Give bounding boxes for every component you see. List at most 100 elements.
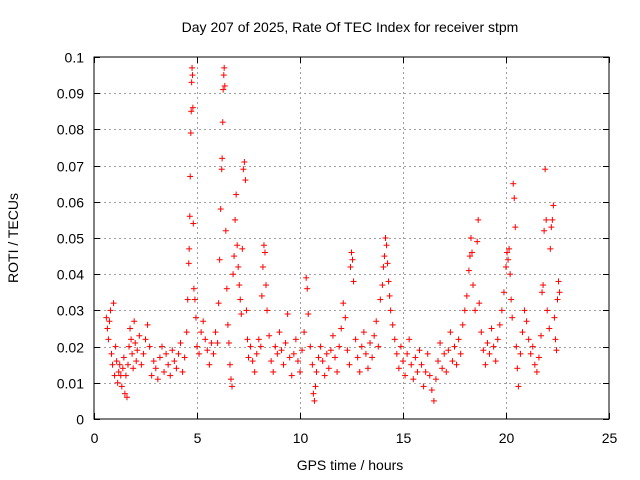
data-point xyxy=(309,361,316,368)
data-point xyxy=(553,347,560,354)
data-point xyxy=(529,343,536,350)
data-point xyxy=(503,263,509,270)
data-point xyxy=(134,347,141,354)
data-point xyxy=(551,314,558,321)
data-point xyxy=(420,383,427,390)
data-point xyxy=(244,336,251,343)
data-point xyxy=(375,343,382,350)
data-point xyxy=(327,347,334,354)
data-point xyxy=(350,278,357,285)
data-point xyxy=(541,227,548,234)
data-point xyxy=(313,368,320,375)
data-point xyxy=(167,372,174,379)
data-point xyxy=(422,368,429,375)
data-point xyxy=(506,245,513,252)
data-point xyxy=(257,343,264,350)
data-point xyxy=(292,336,299,343)
y-tick-label: 0.02 xyxy=(57,340,84,356)
data-point xyxy=(301,329,308,336)
data-point xyxy=(494,336,501,343)
data-point xyxy=(472,307,479,314)
data-point xyxy=(108,350,115,357)
data-point xyxy=(270,368,277,375)
data-point xyxy=(148,372,155,379)
data-point xyxy=(181,354,188,361)
data-point xyxy=(510,180,517,187)
data-point xyxy=(173,365,180,372)
data-point xyxy=(441,350,448,357)
data-point xyxy=(461,307,468,314)
data-point xyxy=(220,86,227,93)
data-point xyxy=(428,387,435,394)
data-point xyxy=(508,296,515,303)
y-tick-label: 0.09 xyxy=(57,86,84,102)
data-point xyxy=(114,379,121,386)
data-point xyxy=(527,350,534,357)
data-point xyxy=(484,339,491,346)
data-point xyxy=(186,213,193,220)
y-tick-label: 0.01 xyxy=(57,376,84,392)
data-point xyxy=(237,296,244,303)
data-point xyxy=(115,368,122,375)
x-tick-label: 15 xyxy=(396,430,412,446)
data-point xyxy=(156,354,163,361)
data-point xyxy=(414,368,421,375)
data-point xyxy=(496,321,503,328)
data-point xyxy=(402,372,409,379)
data-point xyxy=(513,343,520,350)
data-point xyxy=(218,166,225,173)
data-point xyxy=(263,282,270,289)
data-point xyxy=(437,339,444,346)
data-point xyxy=(323,350,330,357)
data-point xyxy=(525,336,532,343)
data-point xyxy=(482,361,489,368)
data-point xyxy=(278,347,285,354)
tick-labels: 0 5 10 15 20 25 0 0.01 0.02 0.03 0.04 0.05 0.06 0.07 0… xyxy=(57,50,618,447)
data-point xyxy=(389,321,396,328)
data-point xyxy=(163,350,170,357)
data-point xyxy=(217,206,224,213)
data-point xyxy=(192,314,199,321)
data-point xyxy=(107,307,114,314)
data-point xyxy=(546,325,553,332)
data-point xyxy=(371,332,378,339)
data-point xyxy=(391,336,398,343)
data-point xyxy=(347,263,354,270)
data-point xyxy=(463,292,470,299)
data-point xyxy=(478,329,485,336)
data-point xyxy=(348,249,355,256)
data-point xyxy=(360,329,367,336)
data-point xyxy=(542,166,549,173)
data-point xyxy=(132,339,139,346)
data-point xyxy=(212,329,219,336)
data-point xyxy=(175,350,182,357)
data-point xyxy=(410,376,417,383)
y-tick-label: 0 xyxy=(76,412,84,428)
data-point xyxy=(509,314,516,321)
data-point xyxy=(169,347,176,354)
data-point xyxy=(184,296,191,303)
data-point xyxy=(352,336,359,343)
data-point xyxy=(533,368,540,375)
data-point xyxy=(200,318,207,325)
data-point xyxy=(136,332,143,339)
grid xyxy=(94,57,609,419)
data-point xyxy=(109,361,116,368)
data-point xyxy=(466,253,473,260)
data-point xyxy=(260,242,267,249)
data-point xyxy=(152,365,159,372)
data-point xyxy=(221,82,228,89)
data-point xyxy=(239,245,246,252)
data-point xyxy=(233,191,240,198)
data-point xyxy=(105,336,112,343)
data-point xyxy=(268,358,275,365)
data-point xyxy=(144,321,151,328)
data-point xyxy=(457,350,464,357)
data-point xyxy=(393,350,400,357)
y-tick-label: 0.07 xyxy=(57,159,84,175)
data-point xyxy=(124,361,131,368)
data-point xyxy=(261,249,268,256)
data-point xyxy=(106,318,113,325)
x-tick-label: 10 xyxy=(293,430,309,446)
data-point xyxy=(538,332,545,339)
